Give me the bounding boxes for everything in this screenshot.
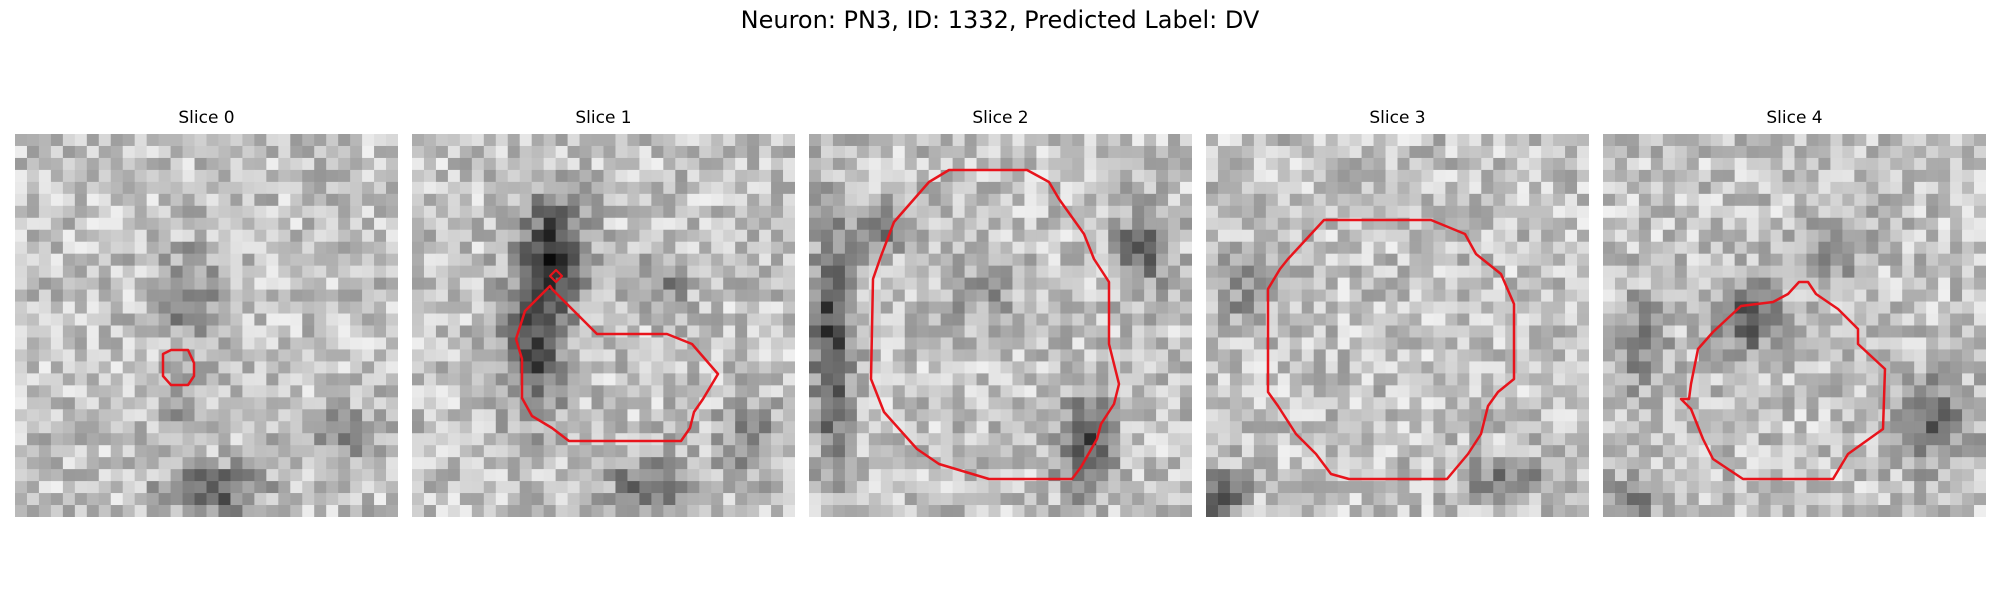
slice-panel-0: Slice 0 [15, 108, 398, 517]
slice-title: Slice 3 [1369, 108, 1426, 128]
slice-image [1206, 134, 1589, 517]
segmentation-contour [1266, 218, 1516, 481]
segmentation-contour [869, 168, 1121, 481]
segmentation-contour [548, 268, 564, 284]
slice-panel-4: Slice 4 [1603, 108, 1986, 517]
slice-title: Slice 2 [972, 108, 1029, 128]
slice-panel-2: Slice 2 [809, 108, 1192, 517]
slice-image [1603, 134, 1986, 517]
slice-image [809, 134, 1192, 517]
figure-title: Neuron: PN3, ID: 1332, Predicted Label: … [740, 6, 1260, 34]
slice-title: Slice 1 [575, 108, 632, 128]
segmentation-contour [514, 284, 720, 443]
slice-title: Slice 4 [1766, 108, 1823, 128]
segmentation-contour [1679, 280, 1887, 481]
segmentation-contour [161, 348, 196, 387]
slice-panel-1: Slice 1 [412, 108, 795, 517]
slice-image [412, 134, 795, 517]
slice-image [15, 134, 398, 517]
slice-panel-3: Slice 3 [1206, 108, 1589, 517]
slice-title: Slice 0 [178, 108, 235, 128]
